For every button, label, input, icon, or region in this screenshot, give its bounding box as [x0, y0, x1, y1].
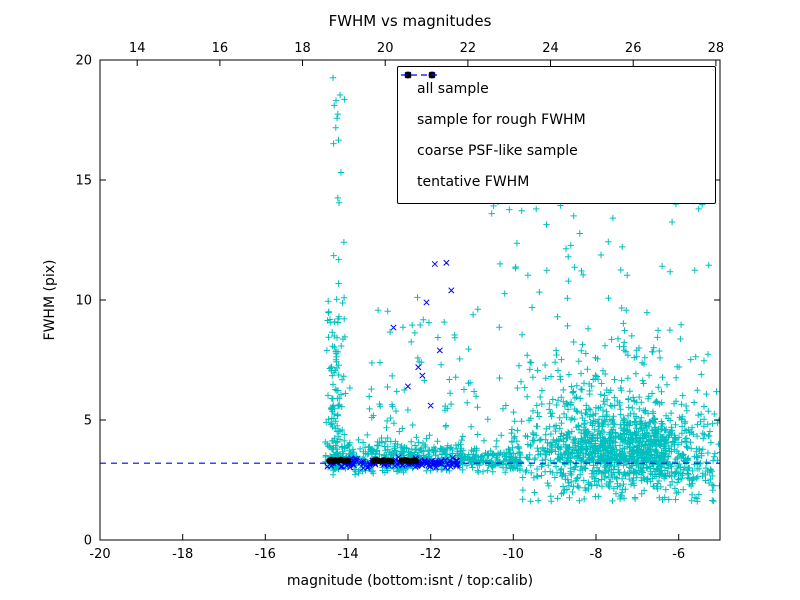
series-plus — [322, 72, 720, 505]
x2-tick-label: 28 — [708, 41, 725, 56]
x2-tick-label: 18 — [294, 41, 311, 56]
y-tick-label: 15 — [75, 174, 92, 189]
x2-tick-label: 16 — [212, 41, 229, 56]
y-tick-label: 20 — [75, 54, 92, 69]
legend-entry: coarse PSF-like sample — [404, 71, 705, 166]
x-tick-label: -14 — [337, 547, 358, 562]
legend-entry-label: coarse PSF-like sample — [417, 142, 578, 159]
x-tick-label: -20 — [89, 547, 110, 562]
x2-tick-label: 24 — [542, 41, 559, 56]
legend: all sample sample for rough FWHM coarse PS… — [397, 66, 716, 204]
x-tick-label: -6 — [672, 547, 685, 562]
series-x — [324, 259, 461, 472]
legend-marker-dot-icon — [404, 71, 436, 79]
x-tick-label: -10 — [503, 547, 524, 562]
x-tick-label: -16 — [255, 547, 276, 562]
legend-entry-label: sample for rough FWHM — [417, 111, 586, 128]
x-axis-label: magnitude (bottom:isnt / top:calib) — [287, 573, 533, 589]
legend-entry-label: all sample — [417, 80, 489, 97]
legend-entry: sample for rough FWHM — [404, 71, 705, 135]
data-points — [100, 72, 720, 505]
axis-ticks — [99, 59, 720, 541]
y-tick-label: 5 — [84, 414, 92, 429]
legend-entry: all sample — [404, 71, 705, 104]
x-tick-label: -8 — [590, 547, 603, 562]
x-tick-label: -18 — [172, 547, 193, 562]
plot-title: FWHM vs magnitudes — [329, 12, 492, 30]
x2-tick-label: 14 — [129, 41, 146, 56]
axis-tick-labels: -20 -18 -16 -14 -12 -10 -8 -6 14 16 18 20 22 24 26 28 0 5… — [75, 41, 724, 562]
y-tick-label: 10 — [75, 294, 92, 309]
legend-entry-label: tentative FWHM — [417, 173, 530, 190]
x-tick-label: -12 — [420, 547, 441, 562]
y-tick-label: 0 — [84, 534, 92, 549]
y-axis-label: FWHM (pix) — [42, 260, 58, 341]
legend-marker-dashed-line-icon — [401, 74, 441, 76]
x2-tick-label: 22 — [460, 41, 477, 56]
x2-tick-label: 26 — [625, 41, 642, 56]
series-dot — [326, 456, 419, 465]
x2-tick-label: 20 — [377, 41, 394, 56]
legend-entry: tentative FWHM — [401, 74, 705, 197]
